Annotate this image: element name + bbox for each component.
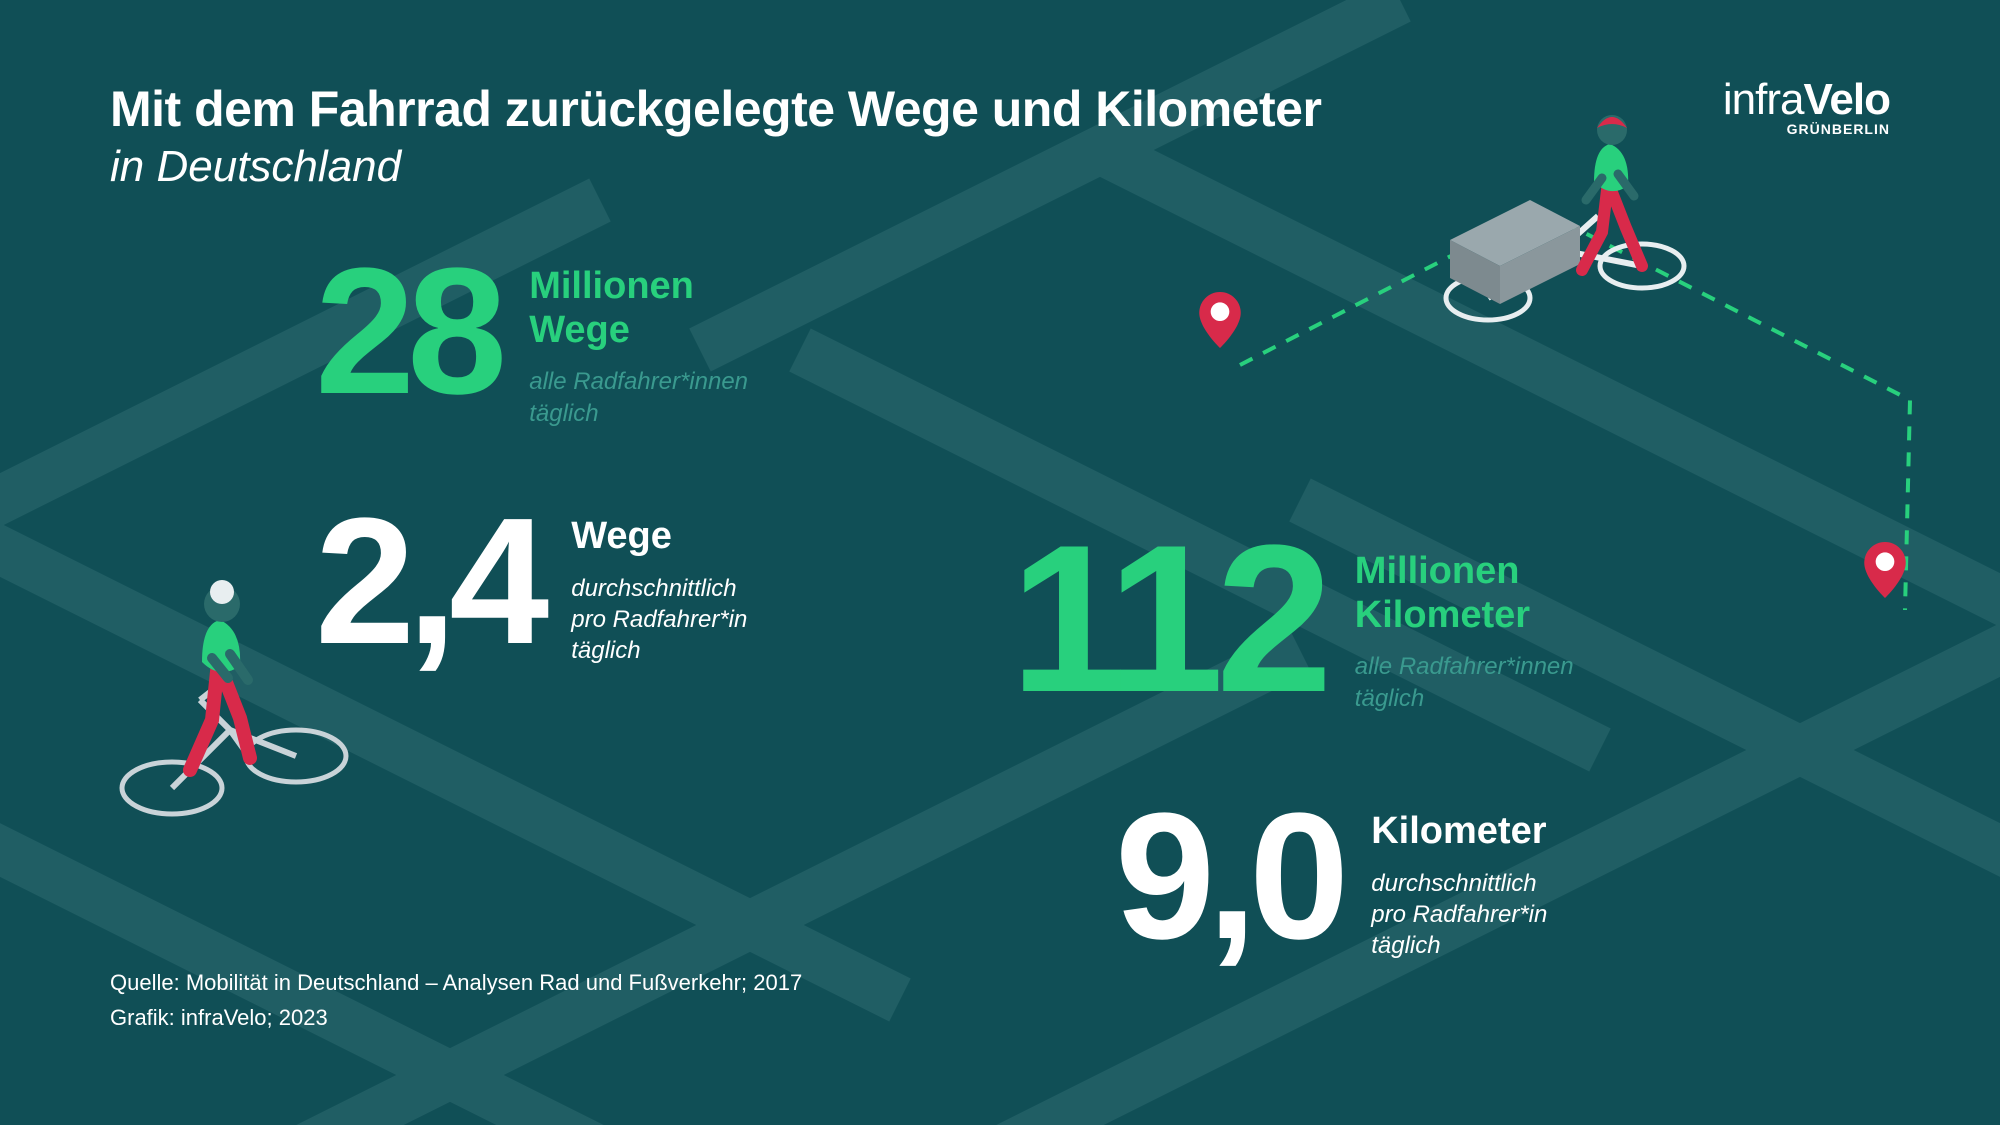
- stat-wege-total: 28 Millionen Wege alle Radfahrer*innen t…: [315, 255, 748, 429]
- graphic-line: Grafik: infraVelo; 2023: [110, 1000, 802, 1035]
- stat-label-main: Millionen Kilometer: [1355, 550, 1574, 637]
- stat-wege-avg: 2,4 Wege durchschnittlich pro Radfahrer*…: [315, 505, 747, 666]
- stat-label-sub: durchschnittlich pro Radfahrer*in täglic…: [1371, 868, 1547, 962]
- map-pin-icon: [1199, 292, 1241, 348]
- stat-label-sub: durchschnittlich pro Radfahrer*in täglic…: [571, 573, 747, 667]
- stat-number: 9,0: [1115, 800, 1341, 953]
- stat-label-main: Millionen Wege: [529, 265, 748, 352]
- logo-prefix: infra: [1723, 75, 1804, 124]
- page-subtitle: in Deutschland: [110, 142, 1321, 192]
- stat-km-total: 112 Millionen Kilometer alle Radfahrer*i…: [1010, 530, 1574, 714]
- stat-number: 28: [315, 255, 499, 408]
- cyclist-cargo-icon: [1410, 100, 1710, 340]
- page-title: Mit dem Fahrrad zurückgelegte Wege und K…: [110, 80, 1321, 138]
- stat-number: 2,4: [315, 505, 541, 658]
- brand-logo: infraVelo GRÜNBERLIN: [1723, 75, 1890, 137]
- stat-number: 112: [1010, 530, 1325, 709]
- logo-wordmark: infraVelo: [1723, 75, 1890, 125]
- stat-km-avg: 9,0 Kilometer durchschnittlich pro Radfa…: [1115, 800, 1547, 961]
- credits: Quelle: Mobilität in Deutschland – Analy…: [110, 965, 802, 1035]
- map-pin-icon: [1864, 542, 1906, 598]
- source-line: Quelle: Mobilität in Deutschland – Analy…: [110, 965, 802, 1000]
- header: Mit dem Fahrrad zurückgelegte Wege und K…: [110, 80, 1321, 192]
- stat-label-sub: alle Radfahrer*innen täglich: [1355, 651, 1574, 713]
- stat-label-main: Wege: [571, 515, 747, 559]
- stat-label-sub: alle Radfahrer*innen täglich: [529, 366, 748, 428]
- logo-bold: Velo: [1804, 75, 1891, 124]
- stat-label-main: Kilometer: [1371, 810, 1547, 854]
